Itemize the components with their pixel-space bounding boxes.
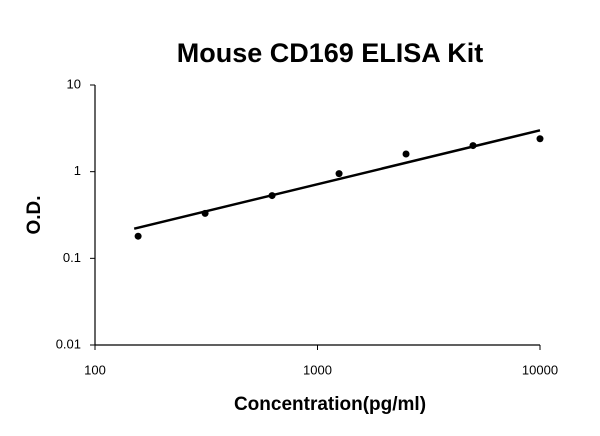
y-tick-label: 0.01 [56,336,81,351]
data-point [402,150,410,158]
chart-title: Mouse CD169 ELISA Kit [177,38,484,68]
data-point [268,192,276,200]
x-tick-label: 100 [84,362,106,377]
x-tick-label: 10000 [522,362,558,377]
trendline [133,129,541,230]
data-point [201,209,209,217]
y-tick-label: 0.1 [63,250,81,265]
data-point [536,135,544,143]
y-tick-label: 1 [74,163,81,178]
y-tick-label: 10 [67,76,81,91]
data-point [134,232,142,240]
x-axis-title: Concentration(pg/ml) [234,394,426,415]
data-point [335,170,343,178]
y-axis-title: O.D. [24,195,45,234]
data-point [469,142,477,150]
x-tick-label: 1000 [303,362,332,377]
